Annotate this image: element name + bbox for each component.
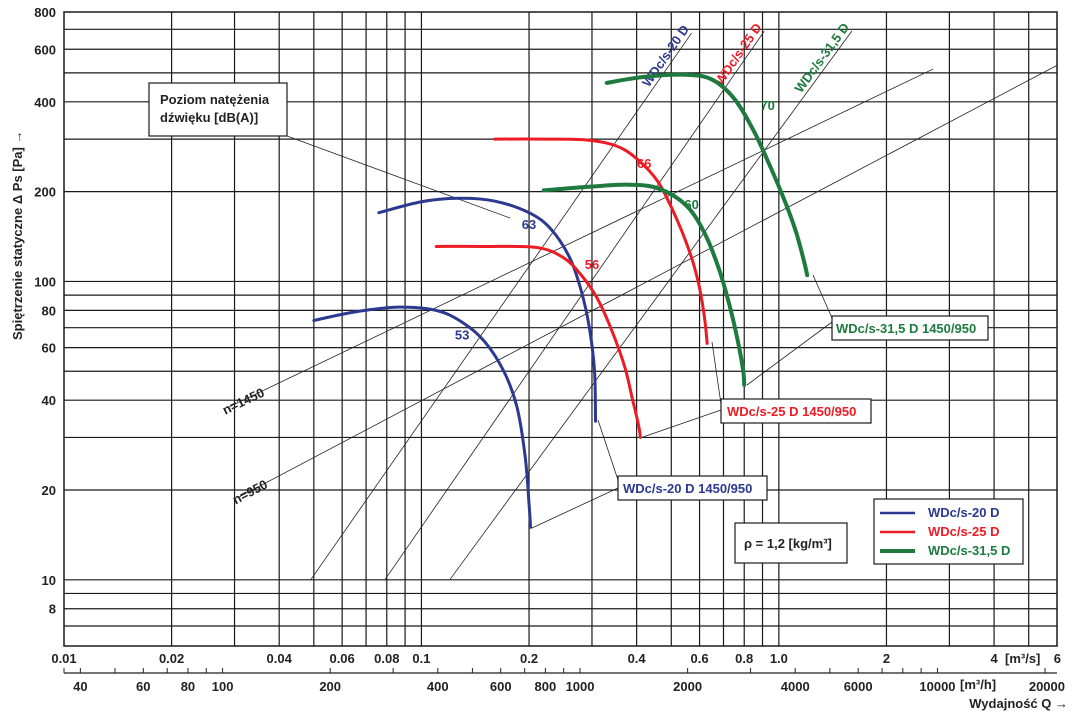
system-line-label: WDc/s-31,5 D [791, 20, 852, 95]
x-tick-label-m3s: 2 [883, 651, 890, 666]
leader-line [812, 274, 833, 319]
density-text: ρ = 1,2 [kg/m³] [744, 536, 832, 551]
system-line-label: WDc/s-25 D [712, 20, 765, 87]
y-tick-label: 40 [42, 393, 56, 408]
callout-wdcs-25: WDc/s-25 D 1450/950 [720, 398, 872, 424]
noise-level-label: 53 [455, 327, 469, 342]
x-tick-label-m3s: 0.08 [374, 651, 399, 666]
x-tick-label-m3h: 40 [73, 679, 87, 694]
x-tick-label-m3h: 60 [136, 679, 150, 694]
noise-level-label: 66 [637, 156, 651, 171]
x-tick-label-m3s: 0.04 [267, 651, 293, 666]
x-tick-label-m3h: 6000 [844, 679, 873, 694]
y-tick-label: 600 [34, 42, 56, 57]
callout-wdcs-31: WDc/s-31,5 D 1450/950 [831, 315, 989, 341]
fan-curve-wdc-s-25-d-n-1450 [492, 137, 709, 345]
axes: 800 600 400 200 100 80 60 40 20 10 8 0.01 0.02 0.04 0.… [34, 5, 1065, 694]
leader-line [746, 321, 833, 386]
x-tick-label-m3s: 0.06 [329, 651, 354, 666]
noise-level-label: 70 [760, 98, 774, 113]
legend: WDc/s-20 D WDc/s-25 D WDc/s-31,5 D [873, 498, 1024, 565]
x-tick-label-m3s: 0.8 [735, 651, 753, 666]
x-tick-label-m3s: 4 [990, 651, 998, 666]
system-line [384, 30, 765, 581]
y-tick-label: 80 [42, 303, 56, 318]
y-tick-label: 400 [34, 95, 56, 110]
noise-level-labels: 53 63 56 66 60 70 [455, 98, 775, 342]
leader-line [597, 419, 619, 481]
x-tick-label-m3h: 4000 [781, 679, 810, 694]
system-line [449, 30, 853, 581]
plot-frame [63, 11, 1058, 647]
callout-wdcs-31-text: WDc/s-31,5 D 1450/950 [836, 321, 976, 336]
system-line [310, 32, 692, 581]
y-tick-label: 200 [34, 185, 56, 200]
system-line [239, 64, 1058, 497]
y-tick-label: 20 [42, 483, 56, 498]
x-tick-label-m3h: 800 [535, 679, 557, 694]
callout-wdcs-20-text: WDc/s-20 D 1450/950 [623, 481, 752, 496]
noise-level-label: 56 [585, 257, 599, 272]
legend-label-wdcs-20: WDc/s-20 D [928, 505, 1000, 520]
density-box: ρ = 1,2 [kg/m³] [734, 522, 848, 564]
fan-curve-wdc-s-31-5-d-n-950 [541, 182, 747, 387]
y-tick-label: 60 [42, 341, 56, 356]
speed-line-label: n=950 [230, 477, 270, 508]
x-tick-label-m3h: 600 [490, 679, 512, 694]
legend-label-wdcs-25: WDc/s-25 D [928, 524, 1000, 539]
x-tick-label-m3h: 100 [212, 679, 234, 694]
speed-line-label: n=1450 [220, 385, 267, 418]
y-tick-label: 100 [34, 274, 56, 289]
noise-level-box: Poziom natężenia dźwięku [dB(A)] [148, 82, 288, 137]
leader-line [642, 409, 722, 438]
legend-label-wdcs-31: WDc/s-31,5 D [928, 543, 1010, 558]
leader-lines [286, 135, 833, 529]
x-tick-label-m3h: 80 [181, 679, 195, 694]
fan-curve-wdc-s-25-d-n-950 [434, 244, 642, 439]
noise-box-line2: dźwięku [dB(A)] [160, 110, 258, 125]
x-tick-label-m3h: 10000 [919, 679, 955, 694]
leader-line [531, 487, 619, 529]
fan-curves [312, 72, 810, 529]
y-axis-label: Spiętrzenie statyczne Δ Ps [Pa] → [10, 131, 25, 340]
x-tick-label-m3s: 6 [1054, 651, 1061, 666]
callout-wdcs-20: WDc/s-20 D 1450/950 [617, 475, 768, 501]
callout-wdcs-25-text: WDc/s-25 D 1450/950 [727, 404, 856, 419]
x-axis-label: Wydajność Q → [969, 696, 1068, 711]
x-unit-primary: [m³/s] [1005, 651, 1040, 666]
fan-curve-wdc-s-20-d-n-950 [312, 305, 533, 529]
x-tick-label-m3s: 0.02 [159, 651, 184, 666]
y-tick-label: 10 [42, 573, 56, 588]
system-line-label: WDc/s-20 D [639, 22, 692, 89]
x-tick-label-m3s: 1.0 [770, 651, 788, 666]
system-line [229, 68, 934, 408]
y-tick-label: 8 [49, 602, 56, 617]
noise-level-label: 63 [522, 217, 536, 232]
x-unit-secondary: [m³/h] [960, 677, 996, 692]
x-tick-label-m3h: 2000 [673, 679, 702, 694]
fan-curve-wdc-s-20-d-n-1450 [377, 196, 598, 423]
x-tick-label-m3h: 20000 [1029, 679, 1065, 694]
x-tick-label-m3h: 400 [427, 679, 449, 694]
leader-line [711, 341, 722, 405]
x-tick-label-m3h: 200 [319, 679, 341, 694]
x-tick-label-m3s: 0.4 [628, 651, 647, 666]
fan-curve-wdc-s-31-5-d-n-1450 [604, 72, 810, 278]
x-tick-label-m3h: 1000 [566, 679, 595, 694]
noise-box-line1: Poziom natężenia [160, 92, 270, 107]
x-tick-label-m3s: 0.2 [520, 651, 538, 666]
noise-level-label: 60 [684, 197, 698, 212]
leader-line [286, 135, 511, 219]
x-tick-label-m3s: 0.1 [412, 651, 430, 666]
x-tick-label-m3s: 0.01 [51, 651, 76, 666]
y-tick-label: 800 [34, 5, 56, 20]
x-tick-label-m3s: 0.6 [691, 651, 709, 666]
